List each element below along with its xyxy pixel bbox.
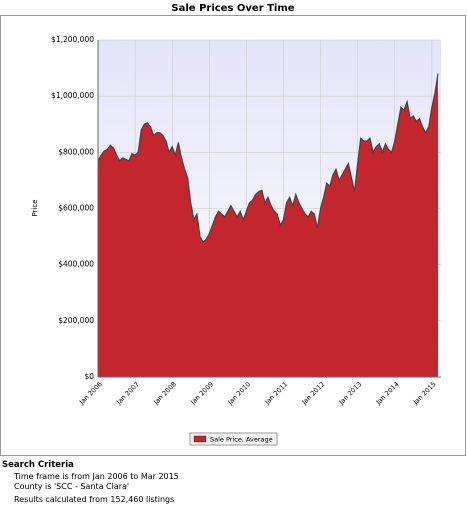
x-tick-label: Jan 2011 [263,380,290,407]
legend-box [189,432,278,446]
x-tick-label: Jan 2014 [374,380,401,407]
x-tick-label: Jan 2013 [337,380,364,407]
x-tick-label: Jan 2009 [188,380,215,407]
frame [0,15,466,456]
x-tick-label: Jan 2007 [114,380,141,407]
criteria-line: County is 'SCC - Santa Clara' [14,482,130,491]
legend-swatch [193,435,207,443]
y-tick-label: $200,000 [58,316,94,325]
y-tick-label: $1,200,000 [51,35,94,44]
criteria-line: Time frame is from Jan 2006 to Mar 2015 [14,472,179,481]
y-tick-label: $1,000,000 [51,91,94,100]
x-tick-label: Jan 2006 [77,380,104,407]
chart: Sale Prices Over Time Price $0 $200,000 $4… [0,3,466,456]
y-tick-label: $0 [84,372,94,381]
y-axis-label: Price [31,199,39,216]
line [97,73,439,244]
y-tick-label: $600,000 [58,204,94,213]
legend-label: Sale Price, Average [210,436,273,444]
x-tick-label: Jan 2015 [411,380,438,407]
chart-title: Sale Prices Over Time [171,3,294,14]
x-tick-label: Jan 2010 [226,380,253,407]
x-tick-label: Jan 2008 [151,380,178,407]
area [98,73,438,377]
x-tick-label: Jan 2012 [300,380,327,407]
search-criteria: Search Criteria Time frame is from Jan 2… [2,460,462,505]
criteria-line: Results calculated from 152,460 listings [14,495,175,504]
criteria-title: Search Criteria [2,460,74,470]
y-tick-label: $800,000 [58,147,94,156]
y-tick-label: $400,000 [58,260,94,269]
